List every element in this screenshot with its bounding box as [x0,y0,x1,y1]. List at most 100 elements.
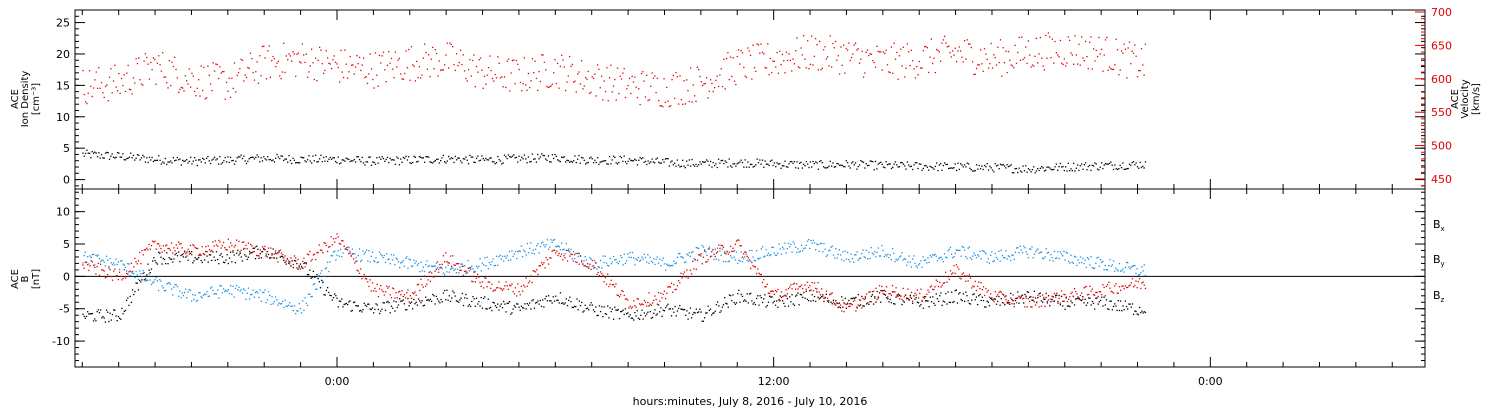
data-point [1045,292,1047,295]
data-point [982,250,985,252]
data-point [185,252,187,255]
data-point [115,315,117,317]
data-point [1078,43,1080,45]
data-point [688,276,690,278]
data-point [152,160,155,163]
data-point [256,245,258,247]
data-point [830,165,833,167]
data-point [1057,302,1059,304]
data-point [955,289,958,291]
data-point [1010,297,1012,299]
data-point [160,256,162,258]
data-point [553,157,555,160]
data-point [663,78,665,80]
data-point [361,278,363,280]
data-point [508,301,511,303]
data-point [913,295,915,297]
data-point [924,259,927,261]
data-point [1097,256,1099,259]
data-point [688,251,690,254]
data-point [1021,252,1024,254]
data-point [647,311,649,313]
data-point [809,247,811,250]
data-point [443,289,446,292]
data-point [656,256,658,258]
data-point [414,262,416,264]
data-point [842,251,844,253]
data-point [594,311,596,313]
data-point [589,257,591,259]
data-point [933,57,935,59]
data-point [607,163,609,165]
data-point [767,43,769,45]
data-point [835,300,837,302]
data-point [562,249,564,251]
data-point [769,160,772,162]
data-point [705,312,707,314]
data-point [985,166,987,168]
data-point [803,163,805,165]
data-point [826,56,829,58]
data-point [674,305,676,308]
data-point [676,76,679,78]
data-point [485,265,487,267]
data-point [184,160,186,162]
data-point [701,244,703,247]
data-point [455,159,458,161]
data-point [312,155,314,157]
data-point [115,275,117,277]
data-point [674,162,676,164]
data-point [234,261,237,264]
data-point [484,296,486,298]
data-point [1047,299,1050,301]
data-point [330,294,332,297]
data-point [138,154,140,156]
data-point [865,51,867,53]
data-point [1017,291,1019,293]
data-point [400,300,402,302]
data-point [406,159,409,161]
data-point [420,77,422,79]
data-point [876,251,878,254]
data-point [413,298,415,301]
data-point [337,236,339,238]
data-point [156,62,159,64]
data-point [254,291,257,294]
data-point [1064,259,1066,261]
data-point [207,245,209,247]
data-point [680,308,682,310]
data-point [664,158,667,160]
data-point [975,289,978,292]
data-point [571,253,573,256]
data-point [740,49,742,52]
data-point [1043,69,1046,71]
data-point [916,162,918,164]
data-point [244,74,246,76]
data-point [778,299,780,302]
data-point [283,306,285,309]
data-point [285,263,287,265]
data-point [1131,50,1133,52]
data-point [813,282,816,284]
data-point [569,255,571,257]
data-point [578,300,580,302]
data-point [448,295,450,297]
data-point [351,253,354,255]
data-point [992,260,994,263]
data-point [439,266,441,269]
data-point [820,159,822,162]
data-point [973,293,975,295]
data-point [642,71,644,73]
data-point [246,292,248,295]
data-point [531,153,534,155]
data-point [819,160,821,163]
data-point [1045,169,1047,171]
data-point [1114,270,1116,272]
data-point [959,249,961,251]
data-point [799,250,801,252]
left-tick-label: 5 [63,238,70,251]
data-point [284,261,286,264]
data-point [473,54,475,56]
data-point [897,166,899,168]
data-point [779,50,781,52]
